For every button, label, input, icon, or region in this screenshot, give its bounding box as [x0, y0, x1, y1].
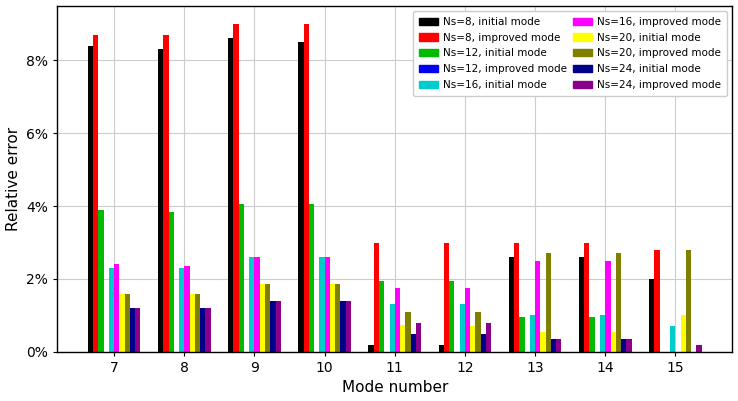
Bar — [590, 317, 595, 352]
Bar — [379, 281, 384, 352]
Bar — [415, 323, 421, 352]
Legend: Ns=8, initial mode, Ns=8, improved mode, Ns=12, initial mode, Ns=12, improved mo: Ns=8, initial mode, Ns=8, improved mode,… — [413, 11, 727, 96]
Bar — [184, 266, 190, 352]
Bar — [93, 35, 98, 352]
Bar — [540, 332, 545, 352]
Bar — [627, 339, 632, 352]
Bar — [395, 288, 400, 352]
Bar — [163, 35, 168, 352]
Bar — [410, 334, 415, 352]
Bar — [320, 257, 325, 352]
Bar — [600, 316, 605, 352]
Bar — [205, 308, 210, 352]
Bar — [610, 332, 615, 352]
Bar — [88, 46, 93, 352]
Bar — [340, 301, 345, 352]
Bar — [390, 304, 395, 352]
Bar — [114, 264, 120, 352]
Bar — [520, 317, 525, 352]
Bar — [670, 326, 675, 352]
Bar — [486, 323, 492, 352]
Bar — [514, 243, 520, 352]
Bar — [270, 301, 275, 352]
Bar — [535, 261, 540, 352]
Bar — [373, 243, 379, 352]
Bar — [449, 281, 455, 352]
Bar — [228, 38, 233, 352]
Bar — [260, 284, 265, 352]
Bar — [621, 339, 627, 352]
Bar — [330, 284, 335, 352]
Bar — [238, 204, 244, 352]
Bar — [325, 257, 330, 352]
Bar — [680, 316, 686, 352]
Bar — [125, 294, 130, 352]
Bar — [335, 284, 340, 352]
Bar — [255, 257, 260, 352]
Bar — [444, 243, 449, 352]
Bar — [400, 324, 405, 352]
Bar — [649, 279, 655, 352]
Bar — [508, 257, 514, 352]
Bar — [368, 344, 373, 352]
Bar — [584, 243, 590, 352]
Bar — [605, 261, 610, 352]
Bar — [579, 257, 584, 352]
Bar — [686, 250, 692, 352]
Bar — [438, 344, 444, 352]
Bar — [249, 257, 255, 352]
Bar — [275, 301, 280, 352]
Bar — [655, 250, 660, 352]
Y-axis label: Relative error: Relative error — [6, 127, 21, 231]
Bar — [195, 294, 200, 352]
Bar — [615, 253, 621, 352]
Bar — [303, 24, 308, 352]
Bar — [465, 288, 470, 352]
Bar — [345, 301, 351, 352]
Bar — [556, 339, 562, 352]
Bar — [545, 253, 551, 352]
Bar — [190, 294, 195, 352]
Bar — [470, 326, 475, 352]
Bar — [135, 308, 140, 352]
Bar — [551, 339, 556, 352]
Bar — [200, 308, 205, 352]
Bar — [120, 294, 125, 352]
Bar — [158, 49, 163, 352]
Bar — [697, 344, 702, 352]
Bar — [530, 316, 535, 352]
Bar — [265, 284, 270, 352]
Bar — [109, 268, 114, 352]
Bar — [480, 334, 486, 352]
Bar — [168, 211, 173, 352]
Bar — [130, 308, 135, 352]
Bar — [308, 204, 314, 352]
Bar — [179, 268, 184, 352]
X-axis label: Mode number: Mode number — [342, 381, 448, 395]
Bar — [298, 42, 303, 352]
Bar — [405, 312, 410, 352]
Bar — [460, 304, 465, 352]
Bar — [475, 312, 480, 352]
Bar — [233, 24, 238, 352]
Bar — [98, 210, 103, 352]
